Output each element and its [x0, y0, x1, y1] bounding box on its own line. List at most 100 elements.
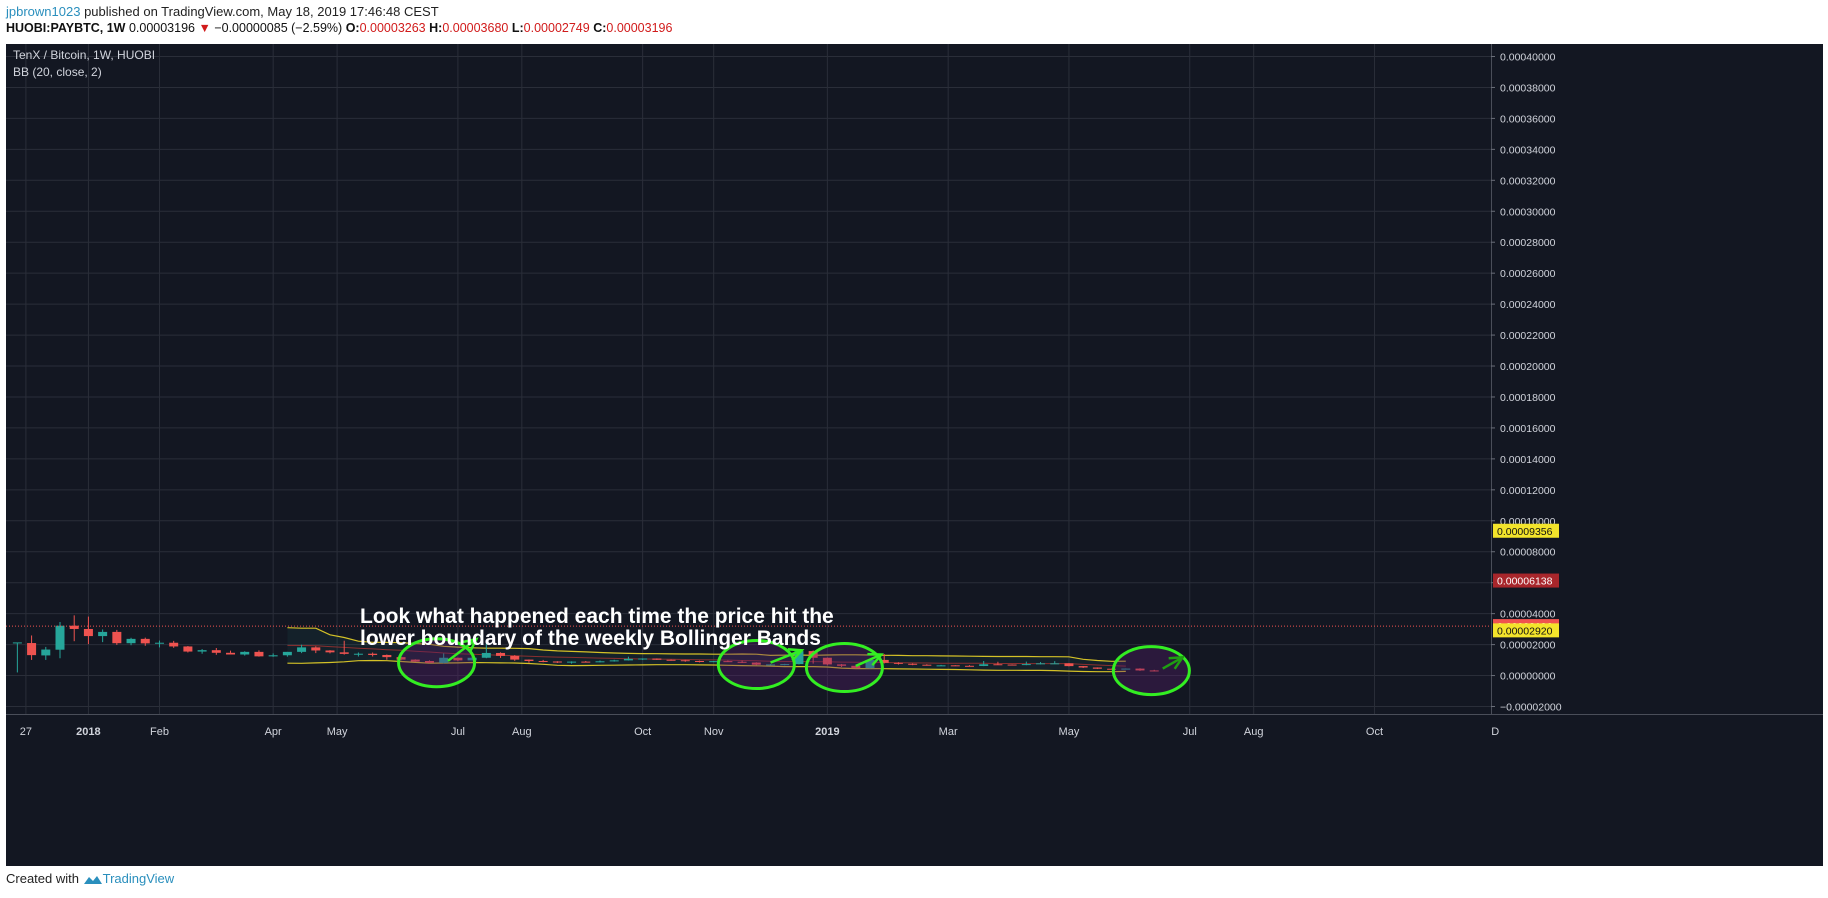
low-value: 0.00002749: [523, 21, 590, 35]
candle: [1007, 664, 1017, 666]
candle: [481, 639, 491, 659]
candle: [709, 661, 719, 663]
y-tick-label: 0.00012000: [1500, 485, 1556, 497]
close-value: 0.00003196: [606, 21, 673, 35]
candle-body: [83, 628, 93, 637]
candle-body: [41, 649, 51, 656]
y-tick-label: 0.00018000: [1500, 392, 1556, 404]
candle: [723, 660, 733, 663]
candle: [780, 663, 790, 666]
candle-body: [481, 652, 491, 658]
up-arrow-icon: [1162, 655, 1186, 670]
candle: [1107, 668, 1117, 670]
change-value: −0.00000085 (−2.59%): [214, 21, 343, 35]
candle-body: [766, 664, 776, 666]
candle-body: [737, 661, 747, 663]
candle: [652, 658, 662, 660]
candle: [368, 652, 378, 657]
candle-body: [496, 652, 506, 656]
candle-body: [581, 661, 591, 663]
chart-title: TenX / Bitcoin, 1W, HUOBI: [13, 48, 155, 62]
candle: [268, 653, 278, 657]
candle-body: [538, 661, 548, 662]
candle: [353, 652, 363, 657]
y-tick-label: 0.00026000: [1500, 268, 1556, 280]
candle-body: [27, 643, 37, 656]
candle: [112, 629, 122, 645]
candle-body: [282, 651, 292, 656]
candle: [169, 640, 179, 648]
high-label: H:: [429, 21, 443, 35]
candle-body: [55, 625, 65, 650]
candle-body: [382, 654, 392, 658]
last-price: 0.00003196: [128, 21, 195, 35]
candle: [908, 663, 918, 666]
candle: [680, 659, 690, 662]
x-tick-label: Nov: [704, 726, 724, 738]
y-tick-label: 0.00008000: [1500, 547, 1556, 559]
candle: [865, 659, 875, 669]
candle: [964, 665, 974, 667]
x-tick-label: 27: [20, 726, 32, 738]
candle-body: [851, 665, 861, 669]
indicator-label: BB (20, close, 2): [13, 65, 102, 79]
candle-body: [197, 650, 207, 652]
price-tag-label: 0.00006138: [1497, 576, 1553, 588]
price-tag-bg: [1493, 623, 1559, 638]
candle-body: [567, 661, 577, 663]
candle: [1121, 668, 1131, 670]
candle-body: [240, 651, 250, 655]
bollinger-basis-line: [287, 644, 1126, 667]
candle: [382, 654, 392, 660]
price-tag-label: 0.00002920: [1497, 625, 1553, 637]
candle-body: [140, 638, 150, 644]
y-tick-label: 0.00036000: [1500, 113, 1556, 125]
candle: [424, 660, 434, 664]
candle-body: [680, 660, 690, 662]
candle: [98, 629, 108, 643]
candle-body: [1050, 663, 1060, 665]
candle: [1078, 665, 1088, 668]
candle-body: [751, 662, 761, 665]
arrow-shaft: [770, 649, 803, 664]
x-tick-label: 2018: [76, 726, 100, 738]
change-arrow-icon: ▼: [198, 21, 211, 35]
up-arrow-icon: [447, 637, 479, 662]
price-tag: 0.00006138: [1493, 573, 1559, 588]
candle: [439, 653, 449, 664]
candle: [936, 664, 946, 667]
username-link[interactable]: jpbrown1023: [6, 4, 81, 19]
chart-background: [6, 44, 1823, 866]
candle-body: [339, 652, 349, 654]
candle-body: [964, 665, 974, 667]
chart-panel[interactable]: Look what happened each time the price h…: [6, 44, 1823, 866]
y-tick-label: 0.00040000: [1500, 52, 1556, 64]
x-tick-label: Feb: [150, 726, 169, 738]
candle: [766, 664, 776, 666]
symbol-label: HUOBI:PAYBTC, 1W: [6, 21, 126, 35]
candle: [552, 661, 562, 664]
candle: [1064, 663, 1074, 667]
created-with-label: Created with: [6, 871, 79, 886]
bollinger-lower-line: [287, 659, 1126, 673]
candle-body: [865, 659, 875, 669]
tradingview-link[interactable]: TradingView: [102, 871, 175, 886]
open-label: O:: [345, 21, 360, 35]
candle-body: [780, 664, 790, 666]
candle: [140, 637, 150, 646]
tradingview-logo-icon: [83, 875, 102, 884]
candle: [1149, 669, 1159, 672]
candle: [751, 662, 761, 666]
candle-body: [1021, 664, 1031, 666]
low-label: L:: [511, 21, 524, 35]
candle: [197, 649, 207, 654]
candle-body: [1007, 664, 1017, 666]
y-tick-label: 0.00030000: [1500, 206, 1556, 218]
candlestick-chart[interactable]: Look what happened each time the price h…: [6, 44, 1823, 866]
candle-body: [936, 665, 946, 667]
candle-body: [922, 664, 932, 666]
candle-body: [979, 664, 989, 666]
highlight-circle: [804, 642, 884, 693]
candle: [595, 660, 605, 663]
candle: [183, 645, 193, 653]
